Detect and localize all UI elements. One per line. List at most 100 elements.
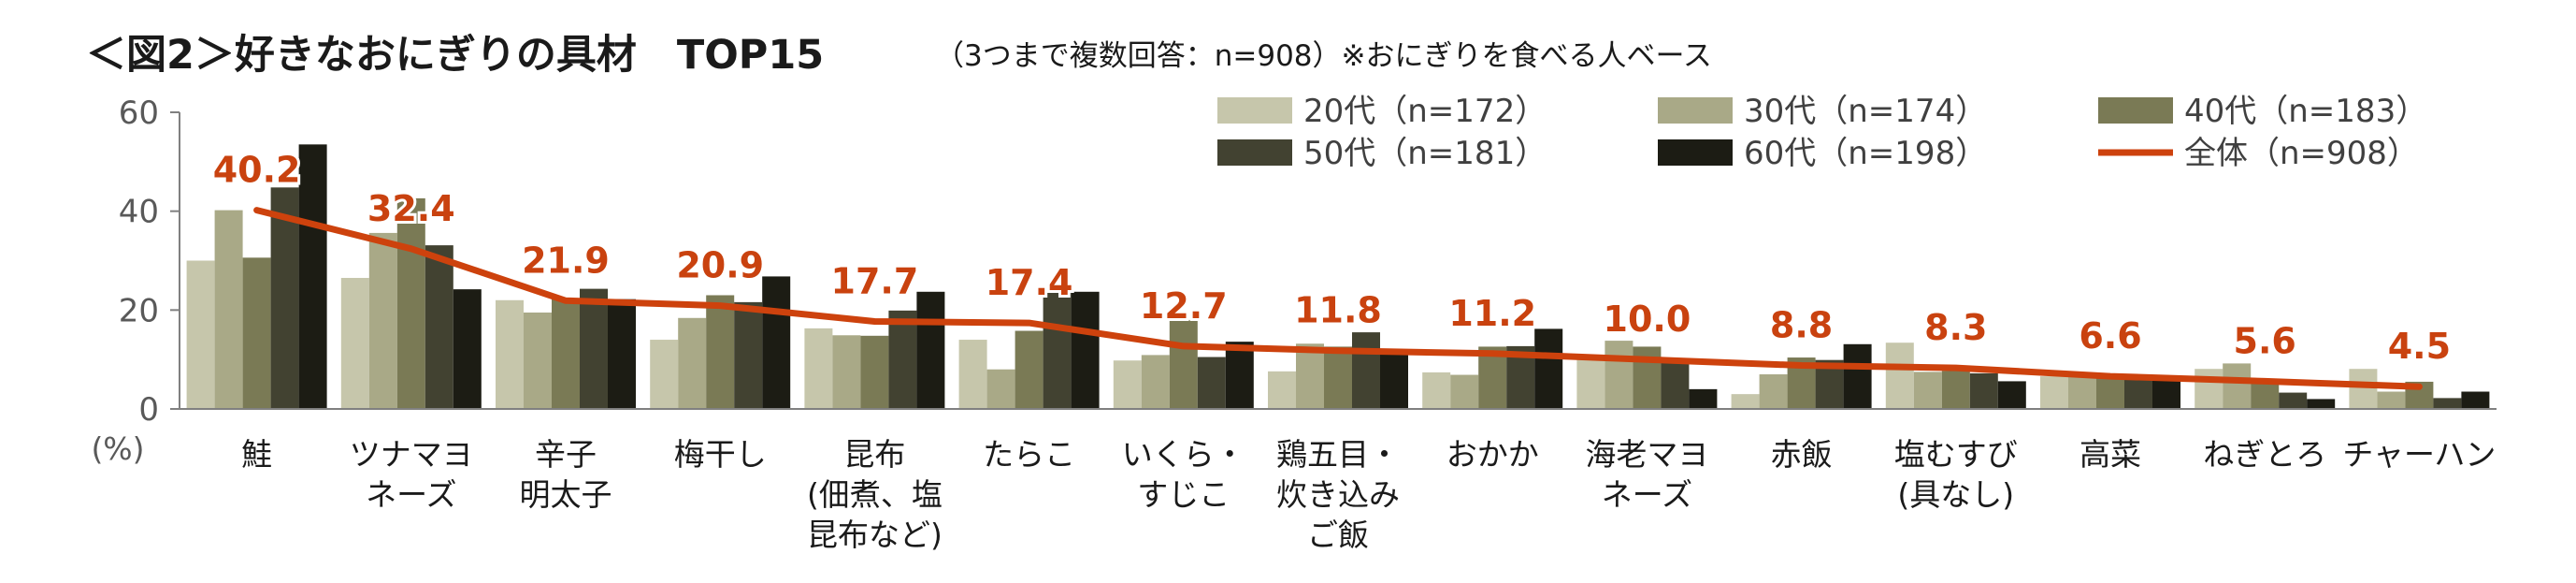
bar [734,301,763,409]
bar [270,187,299,409]
bar [1997,381,2026,409]
bar [1661,362,1690,409]
data-label: 11.8 [1294,290,1382,331]
chart-subtitle: （3つまで複数回答：n=908）※おにぎりを食べる人ベース [935,39,1712,73]
category-label: (佃煮、塩 [807,476,943,513]
bar [2377,391,2406,409]
y-tick-label: 60 [119,95,159,132]
bar [1324,346,1352,409]
bar [860,335,889,409]
bar [1605,341,1633,409]
legend: 20代（n=172） 30代（n=174） 40代（n=183） 50代（n=181）… [1217,93,2427,172]
bar [1969,372,1998,409]
bar [2461,391,2490,409]
bar [1913,372,1942,409]
bar [1941,371,1970,409]
bar [608,299,636,409]
bar [678,317,707,409]
legend-swatch [1658,97,1733,124]
bar [396,197,425,409]
bar [2096,376,2124,409]
data-labels: 40.2 32.4 21.9 20.9 17.7 17.4 12.7 11.8 11.2 10.0… [210,147,2454,371]
legend-label: 50代（n=181） [1303,135,1547,172]
category-label: 海老マヨ [1585,436,1708,473]
category-label: 赤飯 [1771,436,1833,473]
y-unit-label: (%) [91,430,144,467]
bar [832,335,861,409]
bar [650,340,679,409]
total-line-layer [253,207,2423,390]
bar [496,299,524,409]
legend-swatch [2098,97,2173,124]
bar [1141,355,1170,409]
bar [986,369,1015,409]
data-label: 8.8 [1770,305,1833,346]
bar [1043,288,1072,409]
data-label: 40.2 [213,150,301,191]
category-label: いくら・ [1122,436,1245,473]
legend-swatch [1217,139,1292,166]
y-tick-label: 20 [119,292,159,329]
bar [1268,371,1296,409]
category-label: たらこ [983,436,1075,473]
data-label: 20.9 [676,245,764,286]
data-label: 32.4 [367,188,455,229]
bar [2251,381,2280,409]
legend-label: 60代（n=198） [1744,135,1987,172]
bar [242,257,271,409]
bar [1113,360,1142,409]
bar [425,245,453,409]
bar [1197,357,1226,409]
bar [2195,369,2223,409]
bar [453,289,482,409]
bar [1225,342,1254,409]
bar [2040,376,2068,409]
bar [186,260,215,409]
bar [1759,374,1788,409]
category-label: 昆布など) [807,517,943,553]
bar [298,144,327,409]
data-label: 4.5 [2388,326,2451,367]
bar [1450,374,1479,409]
bar [580,288,608,409]
data-label: 17.4 [986,262,1073,303]
category-label: 梅干し [674,436,767,473]
bar [2307,399,2336,409]
category-label: おかか [1446,436,1539,473]
bar [1352,332,1380,409]
category-label: 塩むすび [1894,436,2018,473]
category-label: 高菜 [2080,436,2141,473]
bar [2124,378,2152,409]
bar [1534,328,1563,409]
category-label: 昆布 [843,436,905,473]
bar [1689,388,1718,409]
category-label: ネーズ [366,476,456,513]
bar [214,210,243,409]
y-axis: 0 20 40 60 [119,95,180,429]
bar [1296,343,1324,409]
legend-label: 30代（n=174） [1744,93,1987,130]
category-label: (具なし) [1897,476,2014,513]
bar [1071,291,1100,409]
bar [1422,372,1451,409]
data-label: 8.3 [1924,307,1987,348]
bar [1576,357,1605,409]
bar [1015,330,1043,409]
category-label: すじこ [1137,476,1230,513]
bar [804,328,833,409]
legend-swatch [1217,97,1292,124]
bar [2349,369,2378,409]
y-tick-label: 0 [138,391,159,429]
legend-label: 40代（n=183） [2184,93,2427,130]
data-label: 12.7 [1140,285,1228,327]
bar [1731,394,1760,409]
bar [706,295,735,409]
data-label: 5.6 [2234,320,2296,361]
bar [916,291,945,409]
category-label: ネーズ [1602,476,1692,513]
category-label: ねぎとろ [2203,436,2326,473]
bar [1380,351,1408,409]
data-label: 10.0 [1604,299,1691,340]
